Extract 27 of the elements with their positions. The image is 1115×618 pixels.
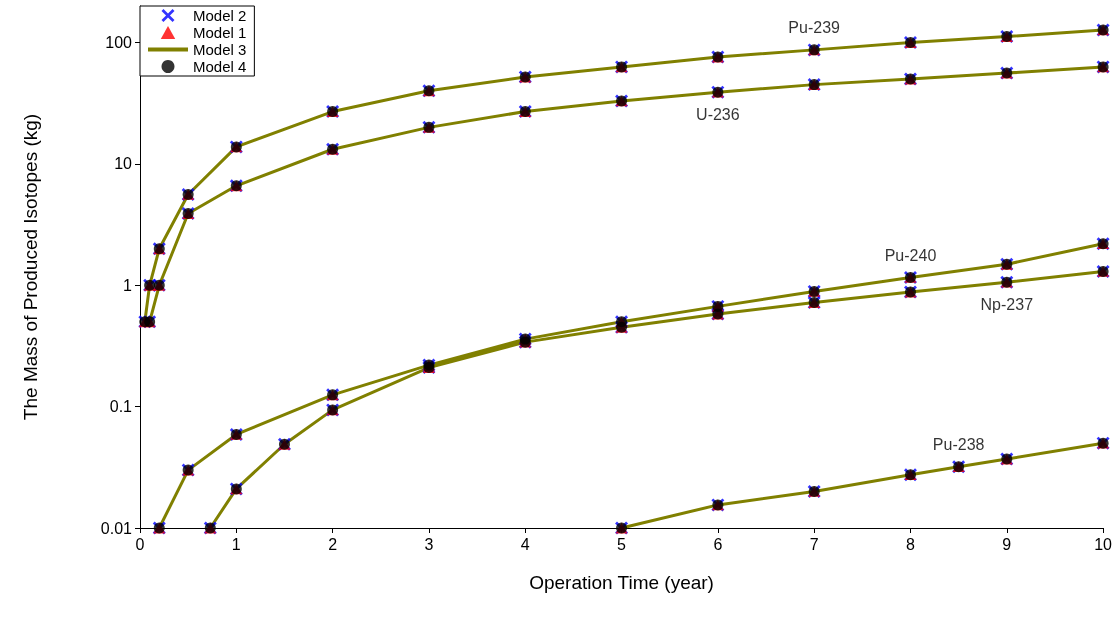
y-tick-label: 10 [114,155,133,173]
y-tick-label: 1 [123,276,133,294]
annotation: Pu-238 [932,436,985,454]
x-tick-label: 9 [1002,535,1012,553]
legend-label: Model 1 [193,24,247,41]
x-tick-label: 0 [135,535,145,553]
x-tick-label: 1 [231,535,241,553]
x-tick-label: 6 [713,535,723,553]
legend-label: Model 3 [193,41,247,58]
annotation: Np-237 [980,295,1034,313]
annotation: Pu-239 [788,19,841,37]
y-tick-label: 100 [105,34,133,52]
x-tick-label: 2 [328,535,338,553]
y-tick-label: 0.1 [109,398,133,416]
x-tick-label: 4 [520,535,530,553]
x-axis-title: Operation Time (year) [529,572,714,593]
annotation: Pu-240 [884,246,937,264]
y-tick-label: 0.01 [100,519,133,537]
x-tick-label: 8 [906,535,916,553]
legend-label: Model 2 [193,7,247,24]
x-tick-label: 7 [809,535,819,553]
x-tick-label: 3 [424,535,434,553]
legend-label: Model 4 [193,58,247,75]
annotation: U-236 [696,105,740,123]
x-tick-label: 5 [617,535,627,553]
x-tick-label: 10 [1094,535,1113,553]
y-axis-title: The Mass of Produced Isotopes (kg) [20,113,41,421]
